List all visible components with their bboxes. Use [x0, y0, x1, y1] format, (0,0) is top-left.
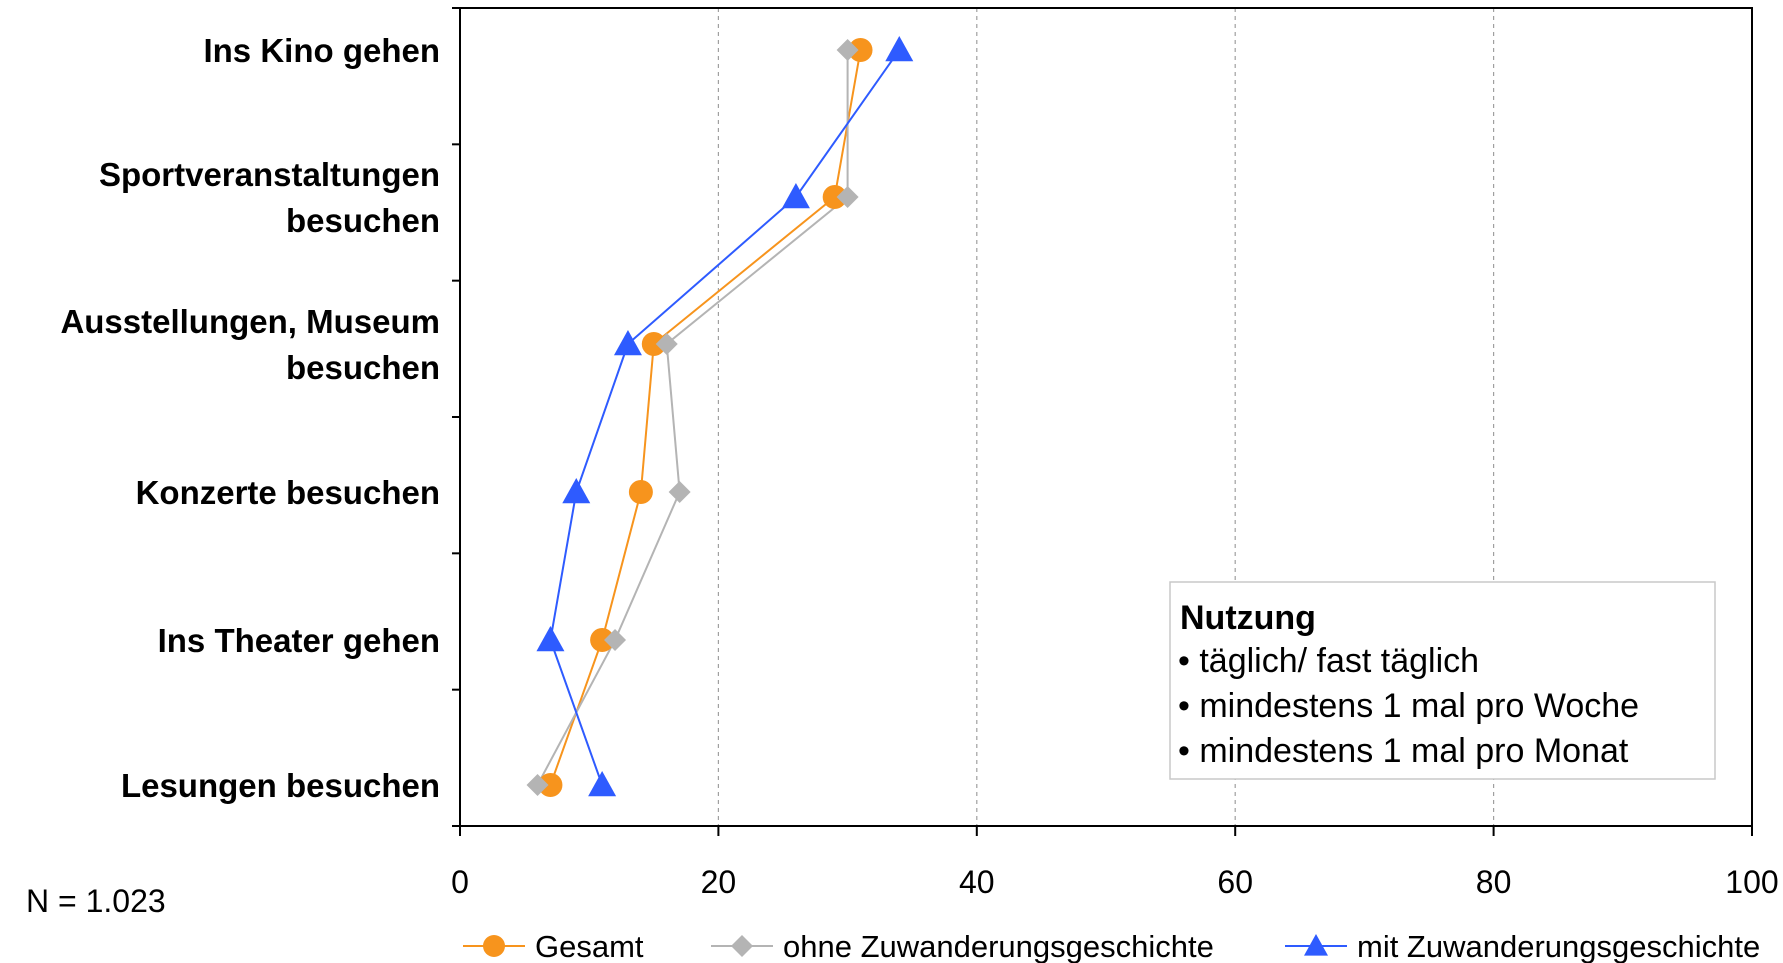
marker-diamond — [655, 333, 678, 355]
marker-triangle — [536, 626, 565, 652]
marker-circle — [628, 480, 653, 504]
legend-label: mit Zuwanderungsgeschichte — [1357, 929, 1760, 963]
category-label: Sportveranstaltungen — [99, 156, 440, 193]
marker-diamond — [668, 481, 691, 503]
marker-triangle — [613, 330, 642, 356]
marker-triangle — [588, 771, 617, 797]
marker-triangle — [781, 183, 810, 209]
category-label: Ins Theater gehen — [158, 622, 440, 659]
category-label: besuchen — [286, 202, 440, 239]
marker-diamond — [836, 186, 859, 208]
marker-circle — [822, 185, 847, 209]
x-axis: 0 20 40 60 80 100 — [451, 7, 1779, 900]
marker-circle — [848, 38, 873, 62]
legend: Gesamt ohne Zuwanderungsgeschichte mit Zuw… — [463, 929, 1760, 963]
category-label: Lesungen besuchen — [121, 767, 440, 804]
category-label: Konzerte besuchen — [136, 474, 440, 511]
series-line — [549, 49, 901, 786]
annotation-line: • täglich/ fast täglich — [1178, 642, 1479, 680]
series-lines — [536, 49, 901, 786]
marker-triangle — [1304, 934, 1328, 956]
x-tick-label: 40 — [959, 864, 995, 900]
marker-diamond — [836, 39, 859, 61]
marker-triangle — [885, 36, 914, 62]
x-tick-label: 80 — [1476, 864, 1512, 900]
marker-circle — [538, 773, 563, 797]
series-markers — [526, 36, 914, 797]
annotation-title: Nutzung — [1180, 599, 1316, 637]
marker-diamond — [604, 629, 627, 651]
legend-label: ohne Zuwanderungsgeschichte — [783, 929, 1214, 963]
series-line — [549, 49, 862, 786]
marker-diamond — [526, 774, 549, 796]
annotation-line: • mindestens 1 mal pro Monat — [1178, 732, 1629, 770]
x-tick-label: 100 — [1725, 864, 1778, 900]
category-label: besuchen — [286, 349, 440, 386]
x-tick-label: 20 — [701, 864, 737, 900]
marker-circle — [641, 332, 666, 356]
marker-circle — [590, 628, 615, 652]
category-label: Ausstellungen, Museum — [60, 303, 440, 340]
sample-size-note: N = 1.023 — [26, 883, 166, 919]
marker-triangle — [562, 478, 591, 504]
x-tick-label: 60 — [1217, 864, 1253, 900]
annotation-box: Nutzung • täglich/ fast täglich • mindes… — [1169, 581, 1716, 780]
annotation-line: • mindestens 1 mal pro Woche — [1178, 687, 1639, 725]
category-label: Ins Kino gehen — [203, 32, 440, 69]
legend-label: Gesamt — [535, 929, 644, 963]
category-labels: Ins Kino gehen Sportveranstaltungen besuch… — [60, 32, 440, 804]
marker-diamond — [731, 935, 753, 957]
annotation-box-frame — [1169, 581, 1716, 780]
series-line — [536, 50, 849, 786]
marker-circle — [483, 935, 505, 957]
x-tick-label: 0 — [451, 864, 469, 900]
